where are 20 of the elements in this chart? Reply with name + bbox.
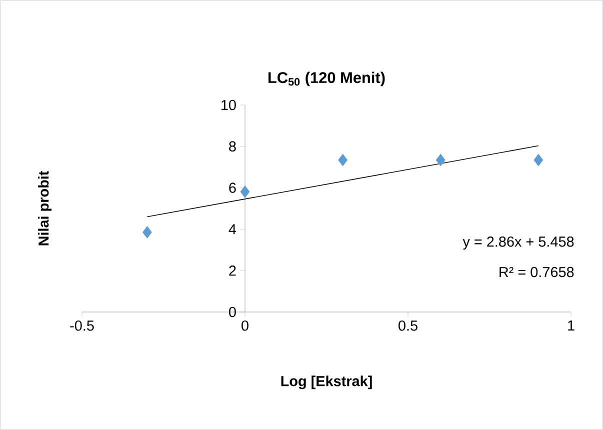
y-tick-label: 4: [228, 224, 236, 234]
x-tick-label: 0.5: [398, 320, 418, 331]
y-tick-label: 6: [229, 182, 236, 193]
annotation: R² = 0.7658: [500, 266, 574, 278]
x-tick-label: -0.5: [70, 320, 94, 331]
point: [436, 154, 446, 166]
y-tick-label: 0: [229, 306, 236, 318]
point: [240, 186, 250, 198]
y-axis-title: Nilai probit: [38, 170, 52, 246]
point: [338, 154, 348, 166]
point: [142, 226, 152, 239]
x-tick-label: 1: [568, 320, 574, 330]
annotation: y = 2.86x + 5.458: [462, 236, 574, 250]
y-tick-label: 10: [222, 100, 236, 110]
chart-title: LC$_{50}$ (120 Menit): [268, 72, 385, 86]
point: [534, 154, 544, 166]
x-axis-title: Log [Ekstrak]: [281, 376, 372, 390]
x-tick-label: 0: [242, 320, 248, 331]
y-tick-label: 2: [229, 266, 236, 276]
y-tick-label: 8: [229, 141, 236, 152]
